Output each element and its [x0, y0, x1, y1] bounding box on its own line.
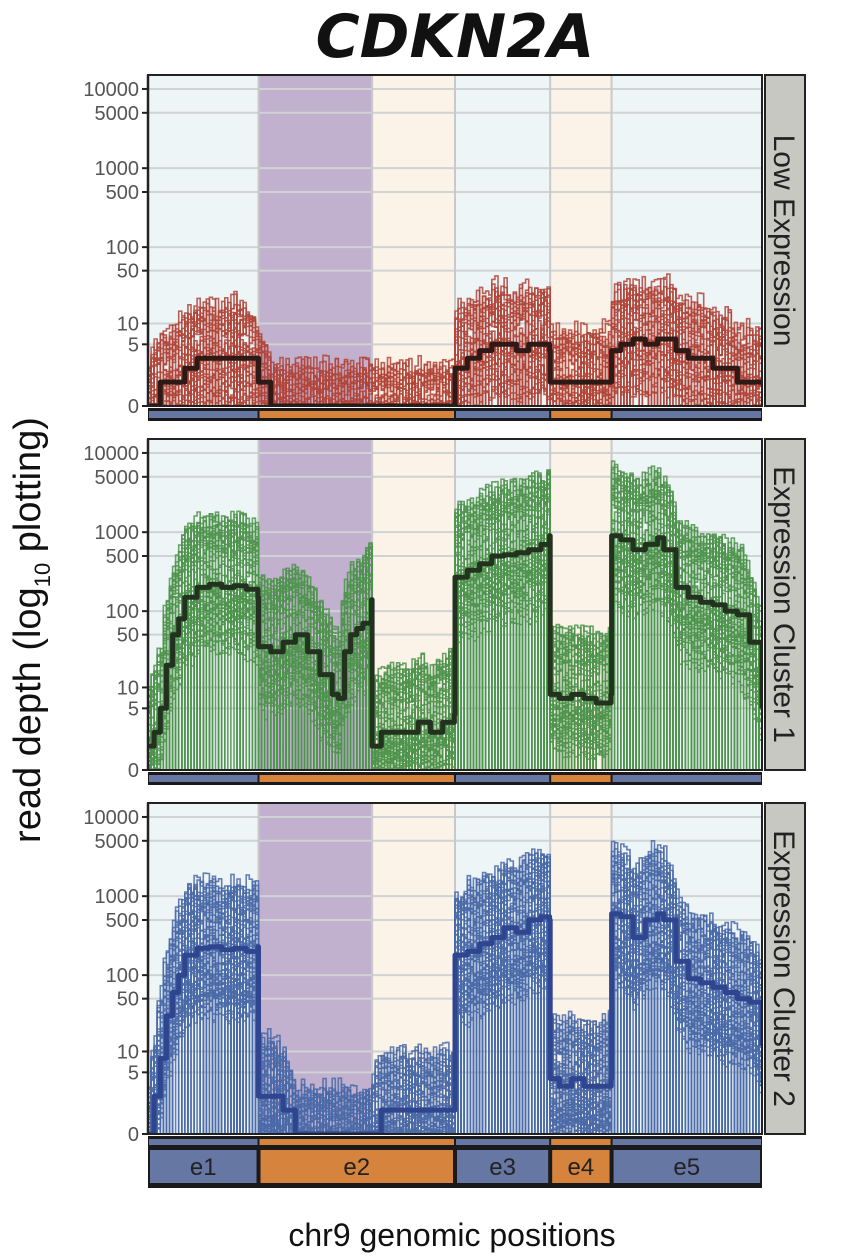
- y-axis-label-subscript: 10: [30, 563, 55, 587]
- y-axis-label-end: plotting): [7, 417, 49, 563]
- exon-label: e2: [343, 1154, 370, 1181]
- exon-track-segment: [612, 1139, 761, 1146]
- facet-strip-label: Low Expression: [767, 135, 800, 347]
- sample-line: [148, 382, 762, 406]
- exon-legend-block: [552, 1150, 610, 1183]
- y-tick-label: 50: [117, 989, 139, 1011]
- facet-strip: [764, 74, 806, 407]
- exon-track-segment: [259, 1139, 454, 1146]
- facet-strip-label: Expression Cluster 1: [767, 466, 800, 743]
- y-tick-label: 1000: [95, 158, 140, 180]
- facet-strip-label: Expression Cluster 2: [767, 830, 800, 1107]
- y-tick-label: 10: [117, 1041, 139, 1063]
- exon-track-segment: [551, 1139, 611, 1146]
- y-tick-label: 1000: [95, 522, 140, 544]
- y-tick-label: 5000: [95, 103, 140, 125]
- y-tick-label: 10: [117, 313, 139, 335]
- exon-track-segment: [551, 775, 611, 782]
- background-band: [372, 75, 455, 406]
- sample-line: [148, 287, 762, 406]
- y-tick-label: 5: [128, 334, 139, 356]
- y-tick-label: 5000: [95, 467, 140, 489]
- sample-lines: [148, 273, 762, 406]
- sample-line: [148, 850, 762, 1134]
- mean-line: [148, 911, 762, 1134]
- y-tick-label: 5: [128, 698, 139, 720]
- exon-track-segment: [149, 775, 258, 782]
- exon-label: e3: [489, 1154, 516, 1181]
- sample-line: [148, 485, 762, 770]
- y-tick-label: 50: [117, 625, 139, 647]
- exon-track: [148, 772, 762, 785]
- facet-strip: [764, 802, 806, 1135]
- sample-lines: [148, 840, 762, 1134]
- sample-line: [148, 851, 762, 1134]
- exon-label: e4: [568, 1154, 595, 1181]
- exon-track-segment: [149, 1139, 258, 1146]
- exon-legend: e1 e2 e3 e4 e5: [148, 1145, 762, 1188]
- y-tick-label: 0: [128, 396, 139, 418]
- exon-track: [148, 408, 762, 421]
- exon-legend-block: [613, 1150, 760, 1183]
- exon-legend-block: [260, 1150, 453, 1183]
- mean-line: [148, 533, 762, 749]
- sample-line: [148, 917, 762, 1134]
- y-tick-label: 1000: [95, 886, 140, 908]
- y-axis-label-main: read depth (log: [7, 587, 49, 843]
- exon-track-segment: [259, 775, 454, 782]
- exon-track-segment: [149, 411, 258, 418]
- y-tick-label: 5: [128, 1062, 139, 1084]
- mean-line: [148, 336, 762, 406]
- y-tick-label: 100: [106, 965, 139, 987]
- x-axis-label: chr9 genomic positions: [288, 1217, 615, 1253]
- facet-strip: [764, 438, 806, 771]
- exon-track-segment: [456, 775, 550, 782]
- sample-line: [148, 901, 762, 1134]
- y-tick-label: 0: [128, 760, 139, 782]
- y-tick-label: 500: [106, 182, 139, 204]
- y-tick-label: 0: [128, 1124, 139, 1146]
- exon-legend-block: [457, 1150, 549, 1183]
- y-tick-label: 5000: [95, 831, 140, 853]
- y-tick-label: 10000: [83, 807, 139, 829]
- background-band: [258, 75, 373, 406]
- y-tick-label: 10: [117, 677, 139, 699]
- exon-track-segment: [551, 411, 611, 418]
- y-tick-label: 500: [106, 910, 139, 932]
- exon-track-segment: [259, 411, 454, 418]
- exon-track-segment: [456, 1139, 550, 1146]
- y-tick-label: 100: [106, 601, 139, 623]
- y-tick-label: 100: [106, 237, 139, 259]
- y-tick-label: 500: [106, 546, 139, 568]
- y-tick-label: 10000: [83, 443, 139, 465]
- exon-legend-block: [150, 1150, 257, 1183]
- chart-title: CDKN2A: [316, 2, 595, 72]
- exon-label: e1: [190, 1154, 217, 1181]
- exon-track-segment: [456, 411, 550, 418]
- sample-line: [148, 468, 762, 770]
- sample-line: [148, 844, 762, 1134]
- sample-line: [148, 289, 762, 406]
- exon-label: e5: [673, 1154, 700, 1181]
- y-axis-label: read depth (log10 plotting): [7, 417, 55, 843]
- y-tick-label: 10000: [83, 79, 139, 101]
- exon-track-segment: [612, 775, 761, 782]
- sample-lines: [148, 460, 762, 770]
- sample-line: [148, 864, 762, 1134]
- y-tick-label: 50: [117, 261, 139, 283]
- exon-track-segment: [612, 411, 761, 418]
